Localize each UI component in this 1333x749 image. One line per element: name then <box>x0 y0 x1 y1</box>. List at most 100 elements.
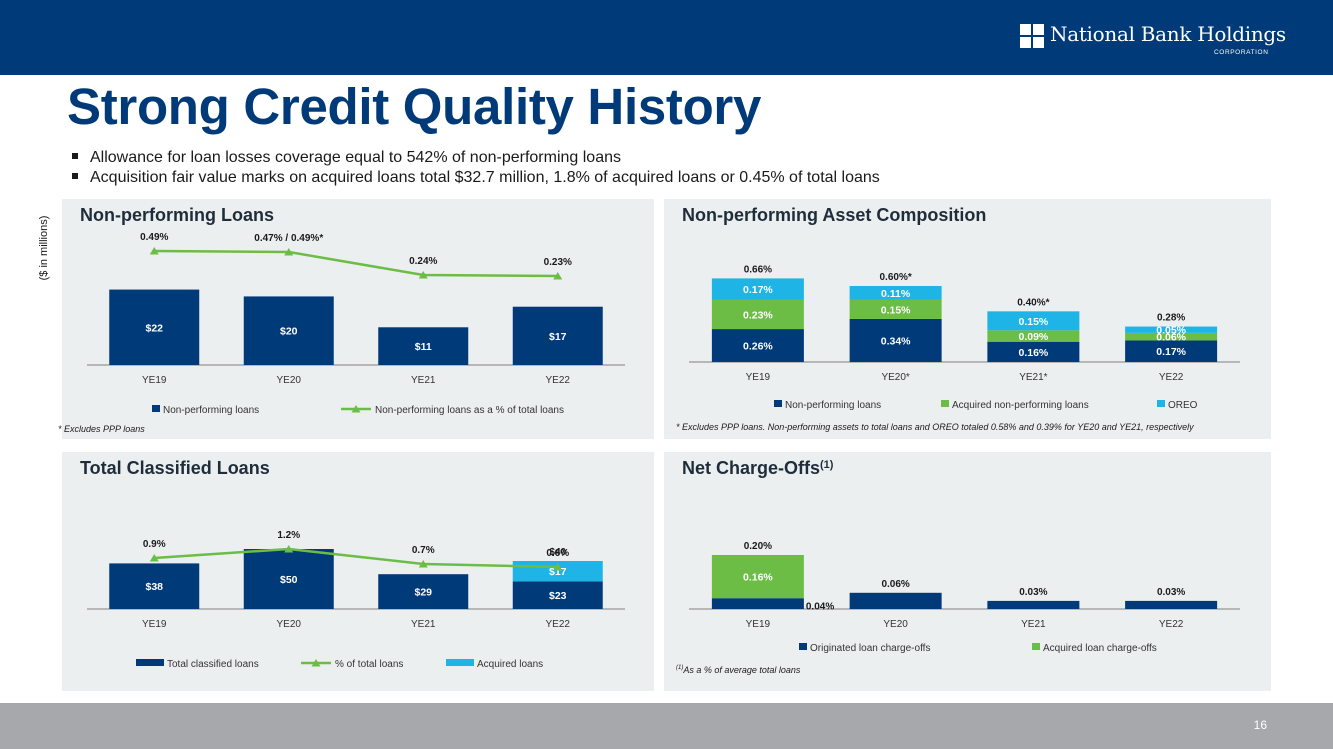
line-marker <box>284 545 294 553</box>
legend-label: Acquired loans <box>477 659 543 670</box>
bar-originated-loan-charge-offs <box>987 600 1080 609</box>
bar-data-label: 0.09% <box>1018 331 1048 343</box>
header-bar: National Bank Holdings CORPORATION <box>0 0 1333 75</box>
legend-label: Non-performing loans as a % of total loa… <box>375 405 564 416</box>
bar-acquired-non-performing-loans <box>849 299 942 319</box>
bar-data-label: 0.04% <box>806 602 834 613</box>
bar-data-label: 0.05% <box>1156 325 1186 337</box>
chart-footnote: * Excludes PPP loans <box>58 424 145 434</box>
page-title: Strong Credit Quality History <box>67 78 762 135</box>
legend-label: Originated loan charge-offs <box>810 643 930 654</box>
chart-net-charge-offs: Net Charge-Offs(1)YE190.04%0.16%0.20%YE2… <box>676 458 1240 675</box>
bar-oreo <box>711 278 804 300</box>
legend-swatch <box>152 405 160 412</box>
line-data-label: 0.23% <box>544 257 572 268</box>
total-data-label: $40 <box>549 547 566 558</box>
bullet-square-icon <box>72 152 78 159</box>
line-marker <box>418 560 428 568</box>
footnote-text: As a % of average total loans <box>682 665 801 675</box>
x-tick-label: YE19 <box>746 372 771 383</box>
total-data-label: 0.66% <box>744 264 772 275</box>
bar-oreo <box>987 311 1080 331</box>
line-data-label: 1.2% <box>277 530 300 541</box>
bullet-item: Acquisition fair value marks on acquired… <box>72 168 880 188</box>
legend-swatch <box>941 400 949 407</box>
legend-swatch <box>446 659 474 666</box>
company-logo: National Bank Holdings CORPORATION <box>1020 22 1286 62</box>
line-marker <box>418 271 428 279</box>
x-tick-label: YE21 <box>411 619 436 630</box>
bar-data-label: $20 <box>280 326 298 338</box>
bullet-square-icon <box>72 172 78 179</box>
chart-panel-net-charge-offs: Net Charge-Offs(1) YE19 0.04% 0.16% 0.20% YE2… <box>664 452 1271 691</box>
chart-panel-non-performing-loans: Non-performing Loans YE19 $22 YE20 $20 YE21 $1… <box>58 199 654 439</box>
chart-title-text: Total Classified Loans <box>80 458 270 478</box>
bar-acquired-non-performing-loans <box>711 299 804 330</box>
line-marker <box>553 563 563 571</box>
bar-non-performing-loans <box>243 296 334 365</box>
legend-label: OREO <box>1168 400 1198 411</box>
bar-oreo <box>1125 326 1218 333</box>
total-data-label: 0.28% <box>1157 313 1185 324</box>
x-tick-label: YE22 <box>1159 372 1184 383</box>
line-data-label: 0.47% / 0.49%* <box>254 233 323 244</box>
x-tick-label: YE19 <box>142 619 167 630</box>
x-tick-label: YE21 <box>411 375 436 386</box>
bar-originated-loan-charge-offs <box>711 598 804 609</box>
chart-non-performing-loans: Non-performing Loans YE19 $22 YE20 $20 YE21 $1… <box>58 205 625 434</box>
x-tick-label: YE20 <box>277 375 302 386</box>
bar-data-label: 0.17% <box>743 284 773 296</box>
x-tick-label: YE22 <box>546 619 571 630</box>
x-tick-label: YE21 <box>1021 619 1046 630</box>
logo-text: National Bank Holdings <box>1050 22 1286 46</box>
bar-originated-loan-charge-offs <box>849 592 942 609</box>
legend-label: Non-performing loans <box>785 400 881 411</box>
x-tick-label: YE19 <box>142 375 167 386</box>
chart-panel-total-classified-loans: Total Classified Loans YE19 $38 YE20 $50 YE21… <box>62 452 654 691</box>
legend-label: % of total loans <box>335 659 403 670</box>
units-label-text: ($ in millions) <box>38 215 50 281</box>
chart-title: Net Charge-Offs(1) <box>682 458 834 478</box>
chart-title: Non-performing Asset Composition <box>682 205 986 225</box>
legend-swatch-marker <box>311 659 321 667</box>
bar-non-performing-loans <box>378 327 469 365</box>
chart-footnote: * Excludes PPP loans. Non-performing ass… <box>676 422 1194 432</box>
bar-non-performing-loans <box>109 289 200 365</box>
line-of-total-loans <box>154 547 558 569</box>
total-data-label: 0.06% <box>881 579 909 590</box>
bar-data-label: $29 <box>414 587 432 599</box>
bar-data-label: 0.26% <box>743 341 773 353</box>
footnote-text: * Excludes PPP loans <box>58 424 145 434</box>
chart-npa-composition: Non-performing Asset Composition YE19 0.26… <box>676 205 1240 432</box>
bar-total-classified-loans <box>243 549 334 609</box>
bar-originated-loan-charge-offs <box>1125 600 1218 609</box>
footnote-text: * Excludes PPP loans. Non-performing ass… <box>676 422 1194 432</box>
bar-total-classified-loans <box>109 563 200 609</box>
line-marker <box>149 247 159 255</box>
bar-non-performing-loans <box>711 329 804 362</box>
bar-oreo <box>849 286 942 300</box>
bar-data-label: 0.16% <box>1018 347 1048 359</box>
x-tick-label: YE22 <box>546 375 571 386</box>
bar-data-label: $38 <box>145 581 163 593</box>
bar-data-label: $22 <box>145 322 163 334</box>
line-data-label: 0.7% <box>412 545 435 556</box>
bullet-list: Allowance for loan losses coverage equal… <box>72 148 880 188</box>
bar-total-classified-loans <box>512 581 603 609</box>
bar-data-label: $11 <box>415 341 432 353</box>
chart-title: Non-performing Loans <box>80 205 274 225</box>
bar-data-label: 0.17% <box>1156 346 1186 358</box>
legend-swatch <box>136 659 164 666</box>
bar-acquired-non-performing-loans <box>987 330 1080 342</box>
chart-total-classified-loans: Total Classified Loans YE19 $38 YE20 $50 YE21… <box>80 458 625 670</box>
legend-label: Non-performing loans <box>163 405 259 416</box>
legend-label: Acquired loan charge-offs <box>1043 643 1157 654</box>
units-label: ($ in millions) <box>36 208 52 288</box>
chart-title: Total Classified Loans <box>80 458 270 478</box>
bar-data-label: 0.11% <box>881 288 911 300</box>
bullet-text: Acquisition fair value marks on acquired… <box>90 169 880 186</box>
line-data-label: 0.24% <box>409 256 437 267</box>
legend-swatch <box>1032 643 1040 650</box>
bar-non-performing-loans <box>987 341 1080 362</box>
total-data-label: 0.40%* <box>1017 297 1049 308</box>
